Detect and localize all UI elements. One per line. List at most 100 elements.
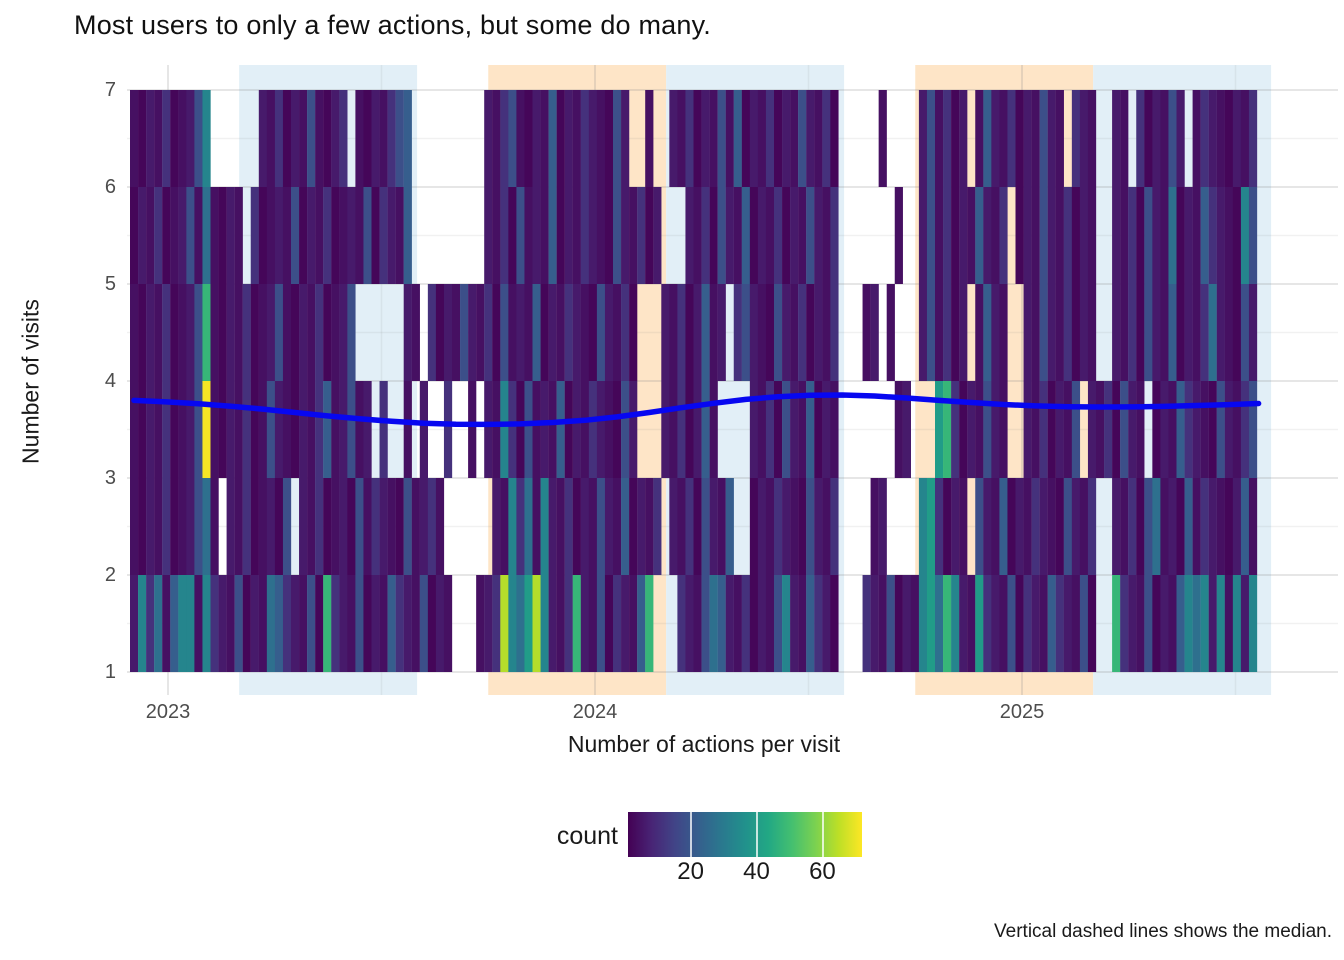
heatmap-tile	[1128, 575, 1137, 672]
heatmap-tile	[806, 90, 815, 187]
heatmap-tile	[210, 575, 219, 672]
heatmap-tile	[765, 90, 775, 187]
heatmap-tile	[234, 381, 243, 478]
caption: Vertical dashed lines shows the median.	[994, 921, 1332, 942]
heatmap-tile	[282, 187, 292, 284]
heatmap-tile	[162, 381, 171, 478]
heatmap-tile	[749, 284, 759, 381]
smooth-trend-line	[131, 392, 1262, 428]
heatmap-tile	[725, 90, 734, 187]
heatmap-tile	[926, 284, 936, 381]
heatmap-tile	[250, 284, 259, 381]
heatmap-tile	[1192, 90, 1201, 187]
heatmap-tile	[975, 575, 984, 672]
heatmap-tile	[194, 187, 203, 284]
heatmap-tile	[1216, 381, 1225, 478]
heatmap-tile	[395, 90, 404, 187]
heatmap-tile	[1007, 478, 1016, 575]
heatmap-tile	[774, 284, 783, 381]
heatmap-tile	[1047, 381, 1056, 478]
heatmap-tile	[427, 575, 437, 672]
heatmap-tile	[999, 284, 1008, 381]
heatmap-tile	[1071, 575, 1081, 672]
heatmap-tile	[1192, 187, 1201, 284]
heatmap-tile	[242, 284, 251, 381]
heatmap-tile	[395, 187, 404, 284]
heatmap-tile	[564, 90, 573, 187]
heatmap-tile	[677, 575, 686, 672]
heatmap-tile	[307, 575, 316, 672]
heatmap-tile	[790, 187, 799, 284]
heatmap-tile	[138, 575, 147, 672]
y-tick-label: 7	[104, 79, 116, 101]
heatmap-tile	[830, 575, 839, 672]
heatmap-tile	[677, 284, 686, 381]
heatmap-tile	[347, 381, 356, 478]
heatmap-tile	[1160, 575, 1169, 672]
heatmap-tile	[935, 187, 944, 284]
heatmap-tile	[1168, 90, 1177, 187]
heatmap-tile	[693, 478, 702, 575]
heatmap-tile	[516, 187, 525, 284]
heatmap-tile	[1144, 575, 1153, 672]
legend-tick-label: 20	[677, 858, 704, 885]
heatmap-tile	[741, 284, 750, 381]
heatmap-tile	[476, 575, 485, 672]
heatmap-tile	[637, 478, 646, 575]
heatmap-tile	[387, 575, 396, 672]
heatmap-tile	[234, 478, 243, 575]
heatmap-tile	[564, 478, 573, 575]
heatmap-tile	[500, 90, 509, 187]
heatmap-tile	[1248, 478, 1258, 575]
heatmap-tile	[1176, 381, 1185, 478]
heatmap-tile	[194, 575, 203, 672]
heatmap-tile	[757, 381, 767, 478]
heatmap-tile	[443, 284, 453, 381]
heatmap-tile	[1240, 381, 1250, 478]
heatmap-tile	[749, 90, 759, 187]
heatmap-tile	[943, 284, 952, 381]
heatmap-tile	[1055, 187, 1064, 284]
heatmap-tile	[1184, 284, 1193, 381]
heatmap-tile	[790, 478, 799, 575]
heatmap-tile	[910, 575, 920, 672]
heatmap-tile	[403, 187, 412, 284]
heatmap-tile	[1200, 381, 1209, 478]
heatmap-tile	[935, 381, 944, 478]
heatmap-tile	[1136, 90, 1145, 187]
heatmap-tile	[604, 187, 614, 284]
heatmap-tile	[508, 478, 517, 575]
heatmap-tile	[717, 284, 726, 381]
colorbar-tick	[689, 812, 692, 857]
heatmap-tile	[403, 381, 412, 478]
heatmap-tile	[186, 90, 195, 187]
heatmap-tile	[1055, 284, 1064, 381]
heatmap-tile	[1152, 187, 1161, 284]
heatmap-tile	[371, 575, 380, 672]
heatmap-tile	[685, 90, 694, 187]
heatmap-tile	[508, 284, 517, 381]
heatmap-tile	[629, 284, 638, 381]
heatmap-tile	[339, 575, 348, 672]
heatmap-tile	[274, 478, 284, 575]
heatmap-tile	[323, 575, 332, 672]
heatmap-tile	[524, 381, 533, 478]
heatmap-tile	[291, 381, 300, 478]
heatmap-tile	[130, 478, 139, 575]
heatmap-tile	[508, 187, 517, 284]
heatmap-tile	[194, 381, 203, 478]
heatmap-tile	[749, 187, 759, 284]
heatmap-tile	[1063, 381, 1072, 478]
heatmap-tile	[613, 381, 622, 478]
heatmap-tile	[1224, 90, 1233, 187]
heatmap-tile	[685, 478, 694, 575]
heatmap-tile	[419, 381, 428, 478]
heatmap-tile	[1160, 187, 1169, 284]
heatmap-tile	[717, 575, 726, 672]
heatmap-tile	[492, 284, 501, 381]
heatmap-tile	[661, 284, 670, 381]
heatmap-tile	[749, 381, 759, 478]
heatmap-tile	[291, 284, 300, 381]
heatmap-tile	[975, 284, 984, 381]
heatmap-tile	[999, 187, 1008, 284]
